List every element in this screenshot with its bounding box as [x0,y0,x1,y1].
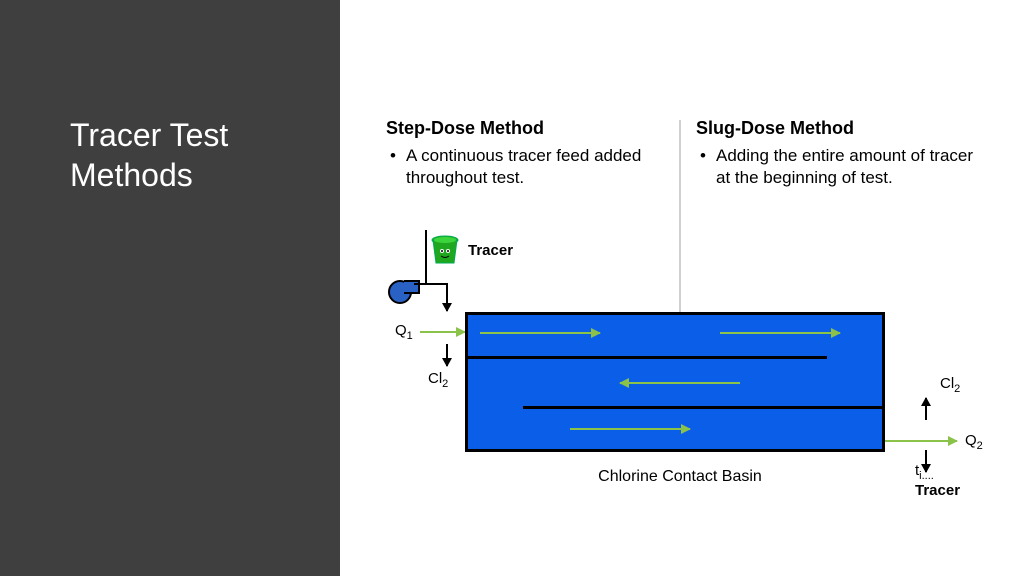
step-dose-column: Step-Dose Method A continuous tracer fee… [386,118,666,189]
content-area: Step-Dose Method A continuous tracer fee… [340,0,1024,576]
sidebar-panel: Tracer Test Methods [0,0,340,576]
baffle-1 [465,356,827,359]
flow-arrow-1 [480,332,600,334]
step-dose-title: Step-Dose Method [386,118,666,139]
flow-arrow-4 [570,428,690,430]
cl2-in-arrow [446,344,448,366]
slug-dose-title: Slug-Dose Method [696,118,976,139]
methods-row: Step-Dose Method A continuous tracer fee… [386,118,976,189]
cl2-in-label: Cl2 [428,370,448,390]
slug-dose-column: Slug-Dose Method Adding the entire amoun… [696,118,976,189]
tracer-diagram: Tracer Q1 Cl2 Cl2 Q2 ti.... [370,220,1020,560]
tracer-line-v [425,230,427,285]
q-in-label: Q1 [395,322,413,342]
q-out-label: Q2 [965,432,983,452]
cl2-out-arrow [925,398,927,420]
cl2-out-label: Cl2 [940,375,960,395]
flow-arrow-2 [720,332,840,334]
tracer-bucket-icon [430,235,460,265]
pump-out-h [414,283,448,285]
pump-icon [388,280,412,304]
tracer-in-label: Tracer [468,242,513,259]
pump-out-v [446,283,448,311]
slug-dose-desc: Adding the entire amount of tracer at th… [696,145,976,189]
title-line-1: Tracer Test [70,117,228,153]
basin-caption: Chlorine Contact Basin [370,468,990,486]
flow-arrow-3 [620,382,740,384]
baffle-2 [523,406,885,409]
step-dose-desc: A continuous tracer feed added throughou… [386,145,666,189]
title-line-2: Methods [70,157,193,193]
outflow-arrow [885,440,957,442]
page-title: Tracer Test Methods [70,115,340,195]
inflow-arrow [420,331,465,333]
